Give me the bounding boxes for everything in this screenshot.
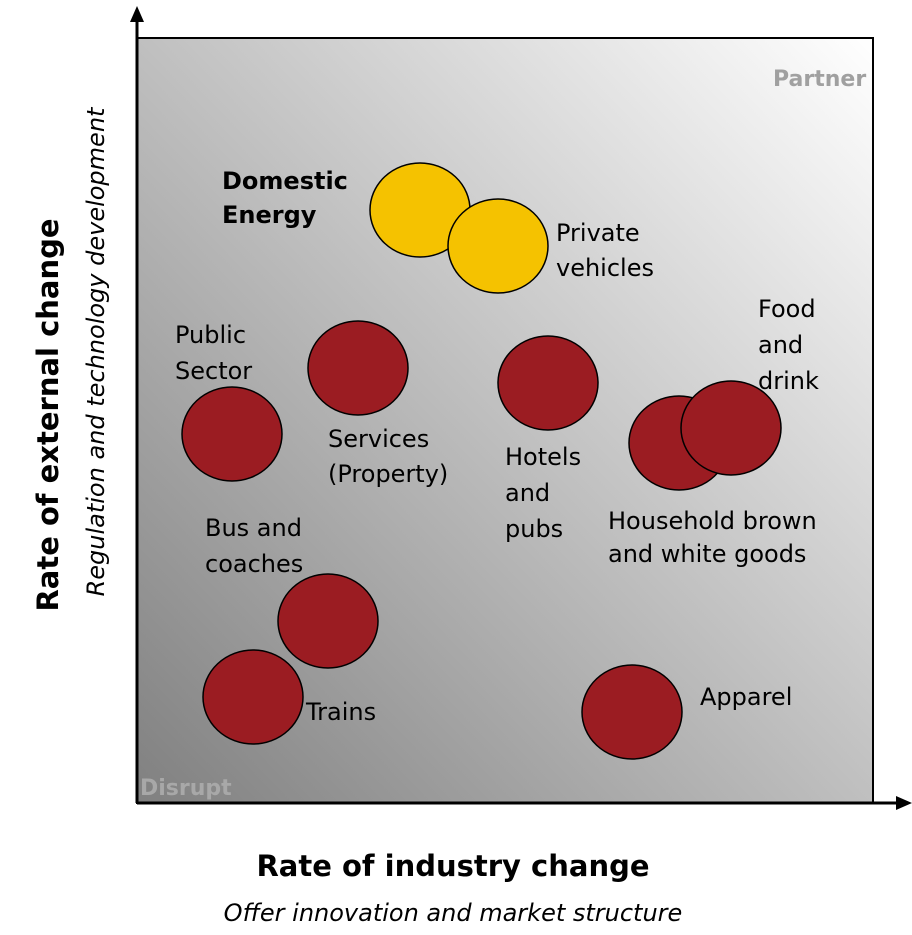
node-label: Domestic — [222, 167, 348, 195]
node-label: Apparel — [700, 683, 792, 711]
circle — [277, 573, 379, 669]
node-label: Trains — [305, 698, 376, 726]
node-label: vehicles — [556, 254, 654, 282]
x-axis-title: Rate of industry change — [256, 849, 649, 883]
node-label: Bus and — [205, 514, 302, 542]
node-label: Hotels — [505, 443, 581, 471]
circle — [680, 380, 782, 476]
node-label: pubs — [505, 515, 563, 543]
node-label: Household brown — [608, 507, 817, 535]
node-label: Private — [556, 219, 640, 247]
node-label: (Property) — [328, 460, 448, 488]
y-arrow — [130, 6, 144, 22]
circle — [497, 335, 599, 431]
y-axis-subtitle: Regulation and technology development — [82, 106, 110, 596]
circle — [581, 664, 683, 760]
node-label: Energy — [222, 201, 317, 229]
node-label: and — [505, 479, 550, 507]
node-label: Sector — [175, 357, 252, 385]
node-label: Services — [328, 425, 429, 453]
x-arrow — [896, 796, 912, 810]
quadrant-label: Partner — [773, 67, 866, 92]
node-label: Public — [175, 321, 246, 349]
quadrant-label: Disrupt — [140, 776, 232, 801]
y-axis-title: Rate of external change — [31, 218, 65, 611]
circle — [181, 386, 283, 482]
x-axis-subtitle: Offer innovation and market structure — [224, 899, 683, 927]
circle — [307, 320, 409, 416]
circle — [202, 649, 304, 745]
node-label: and — [758, 331, 803, 359]
node-label: coaches — [205, 550, 303, 578]
node-label: drink — [758, 367, 819, 395]
node-label: Food — [758, 295, 816, 323]
node-label: and white goods — [608, 540, 806, 568]
circle — [447, 198, 549, 294]
